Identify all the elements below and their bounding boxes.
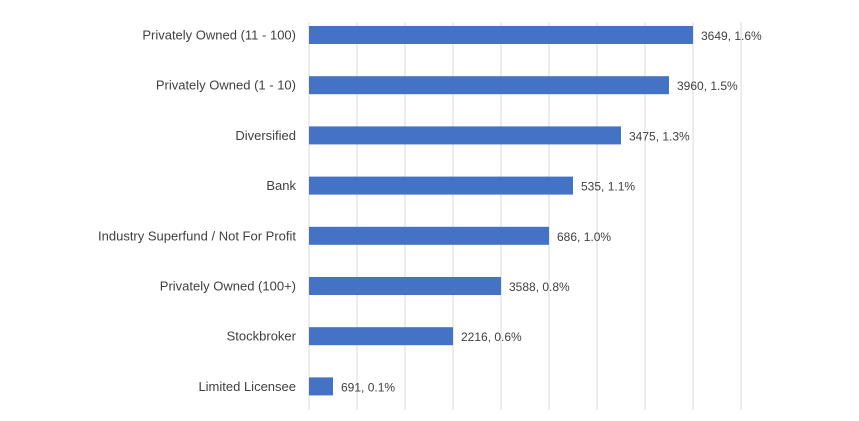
data-label: 3475, 1.3% [629, 129, 690, 143]
bar [309, 176, 573, 195]
category-label: Bank [266, 178, 296, 193]
category-label: Stockbroker [227, 329, 297, 344]
category-label: Diversified [235, 128, 296, 143]
category-label: Limited Licensee [198, 379, 296, 394]
data-label: 3588, 0.8% [509, 280, 570, 294]
category-label: Industry Superfund / Not For Profit [98, 228, 296, 243]
bars [309, 26, 693, 396]
data-label: 3960, 1.5% [677, 79, 738, 93]
category-label: Privately Owned (11 - 100) [142, 28, 296, 43]
data-label: 535, 1.1% [581, 180, 635, 194]
bar [309, 327, 453, 346]
bar [309, 377, 333, 396]
bar [309, 226, 549, 245]
category-label: Privately Owned (100+) [160, 279, 296, 294]
labels: Privately Owned (11 - 100) 3649, 1.6% Priv… [98, 28, 762, 395]
bar [309, 26, 693, 44]
bar [309, 277, 501, 295]
data-label: 691, 0.1% [341, 380, 395, 394]
data-label: 2216, 0.6% [461, 330, 522, 344]
data-label: 686, 1.0% [557, 230, 611, 244]
data-label: 3649, 1.6% [701, 29, 762, 43]
bar [309, 76, 669, 95]
bar [309, 126, 621, 145]
category-label: Privately Owned (1 - 10) [156, 78, 296, 93]
